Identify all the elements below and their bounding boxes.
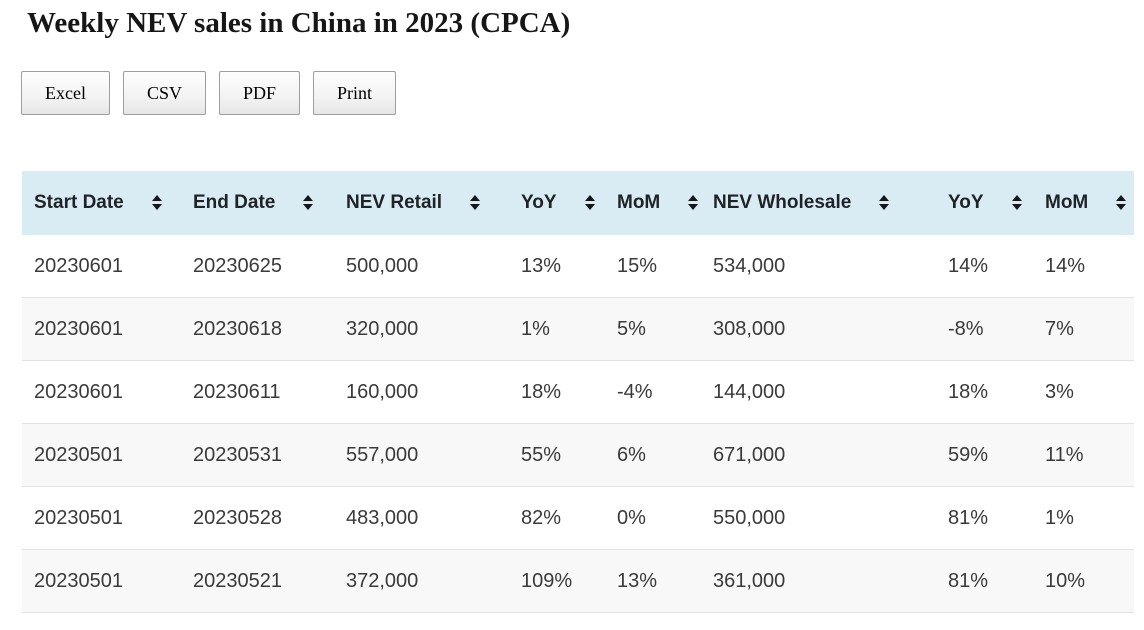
export-toolbar: Excel CSV PDF Print bbox=[21, 70, 1144, 115]
table-cell: 18% bbox=[521, 380, 562, 403]
sort-icon bbox=[1011, 195, 1022, 211]
table-cell: 13% bbox=[617, 569, 658, 592]
column-label: NEV Retail bbox=[346, 191, 443, 213]
table-cell: 160,000 bbox=[346, 380, 419, 403]
column-label: MoM bbox=[1045, 191, 1089, 213]
table-row: 20230501 20230528 483,000 82% 0% 550,000 81% 1% bbox=[22, 486, 1134, 550]
table-cell: 14% bbox=[948, 254, 989, 277]
table-cell: 20230521 bbox=[193, 569, 282, 592]
table-cell: -8% bbox=[948, 317, 984, 340]
column-header-end-date[interactable]: End Date bbox=[181, 170, 334, 235]
table-cell: 81% bbox=[948, 569, 989, 592]
nev-sales-table: Start Date End Date NEV Retail bbox=[22, 170, 1134, 614]
table-cell: 20230601 bbox=[34, 380, 123, 403]
column-header-mom-retail[interactable]: MoM bbox=[605, 170, 701, 235]
table-cell: 59% bbox=[948, 443, 989, 466]
sort-icon bbox=[584, 195, 595, 211]
table-cell: 1% bbox=[521, 317, 550, 340]
print-button[interactable]: Print bbox=[313, 70, 397, 115]
table-cell: 1% bbox=[1045, 506, 1074, 529]
column-label: End Date bbox=[193, 191, 276, 213]
table-cell: 20230601 bbox=[34, 317, 123, 340]
table-cell: 5% bbox=[617, 317, 646, 340]
table-cell: 550,000 bbox=[713, 506, 786, 529]
sort-icon bbox=[151, 195, 162, 211]
column-label: NEV Wholesale bbox=[713, 191, 852, 213]
column-label: YoY bbox=[521, 191, 557, 213]
column-header-start-date[interactable]: Start Date bbox=[22, 170, 181, 235]
table-cell: 20230618 bbox=[193, 317, 282, 340]
table-cell: 361,000 bbox=[713, 569, 786, 592]
table-cell: 14% bbox=[1045, 254, 1086, 277]
table-row: 20230501 20230531 557,000 55% 6% 671,000 59% 11… bbox=[22, 423, 1134, 487]
sort-icon bbox=[303, 195, 314, 211]
sort-icon bbox=[688, 195, 699, 211]
table-row: 20230601 20230625 500,000 13% 15% 534,000 14% 1… bbox=[22, 234, 1134, 298]
column-header-mom-wholesale[interactable]: MoM bbox=[1033, 170, 1134, 235]
table-cell: 308,000 bbox=[713, 317, 786, 340]
table-cell: 3% bbox=[1045, 380, 1074, 403]
table-cell: 20230601 bbox=[34, 254, 123, 277]
table-row: 20230601 20230618 320,000 1% 5% 308,000 -8% 7% bbox=[22, 297, 1134, 361]
pdf-button[interactable]: PDF bbox=[219, 70, 301, 115]
table-cell: 320,000 bbox=[346, 317, 419, 340]
sort-icon bbox=[1116, 195, 1127, 211]
table-cell: 18% bbox=[948, 380, 989, 403]
table-cell: 20230501 bbox=[34, 443, 123, 466]
table-cell: 483,000 bbox=[346, 506, 419, 529]
table-cell: 10% bbox=[1045, 569, 1086, 592]
table-body: 20230601 20230625 500,000 13% 15% 534,000 14% 1… bbox=[22, 234, 1134, 613]
table-cell: 671,000 bbox=[713, 443, 786, 466]
table-row: 20230501 20230521 372,000 109% 13% 361,000 81%… bbox=[22, 549, 1134, 613]
table-cell: 11% bbox=[1045, 443, 1084, 466]
table-cell: 20230528 bbox=[193, 506, 282, 529]
table-cell: 81% bbox=[948, 506, 989, 529]
column-header-yoy-retail[interactable]: YoY bbox=[509, 170, 605, 235]
table-cell: -4% bbox=[617, 380, 653, 403]
table-cell: 20230501 bbox=[34, 569, 123, 592]
table-cell: 372,000 bbox=[346, 569, 419, 592]
table-cell: 82% bbox=[521, 506, 562, 529]
csv-button[interactable]: CSV bbox=[122, 70, 206, 115]
page: Weekly NEV sales in China in 2023 (CPCA)… bbox=[0, 6, 1144, 613]
table-cell: 534,000 bbox=[713, 254, 786, 277]
table-header-row: Start Date End Date NEV Retail bbox=[22, 170, 1134, 235]
excel-button[interactable]: Excel bbox=[21, 70, 110, 115]
table-cell: 500,000 bbox=[346, 254, 419, 277]
table-cell: 109% bbox=[521, 569, 573, 592]
column-label: Start Date bbox=[34, 191, 124, 213]
table-cell: 20230625 bbox=[193, 254, 282, 277]
sort-icon bbox=[879, 195, 890, 211]
table-cell: 20230501 bbox=[34, 506, 123, 529]
column-header-nev-retail[interactable]: NEV Retail bbox=[334, 170, 509, 235]
table-cell: 7% bbox=[1045, 317, 1074, 340]
table-cell: 13% bbox=[521, 254, 562, 277]
table-cell: 0% bbox=[617, 506, 646, 529]
table-cell: 144,000 bbox=[713, 380, 786, 403]
table-cell: 6% bbox=[617, 443, 646, 466]
sort-icon bbox=[470, 195, 481, 211]
table-cell: 20230531 bbox=[193, 443, 282, 466]
column-header-nev-wholesale[interactable]: NEV Wholesale bbox=[701, 170, 936, 235]
page-title: Weekly NEV sales in China in 2023 (CPCA) bbox=[27, 7, 571, 39]
table-row: 20230601 20230611 160,000 18% -4% 144,000 18% 3… bbox=[22, 360, 1134, 424]
column-label: YoY bbox=[948, 191, 984, 213]
column-label: MoM bbox=[617, 191, 661, 213]
column-header-yoy-wholesale[interactable]: YoY bbox=[936, 170, 1033, 235]
table-cell: 20230611 bbox=[193, 380, 281, 403]
table-cell: 15% bbox=[617, 254, 658, 277]
table-cell: 55% bbox=[521, 443, 562, 466]
table-cell: 557,000 bbox=[346, 443, 419, 466]
